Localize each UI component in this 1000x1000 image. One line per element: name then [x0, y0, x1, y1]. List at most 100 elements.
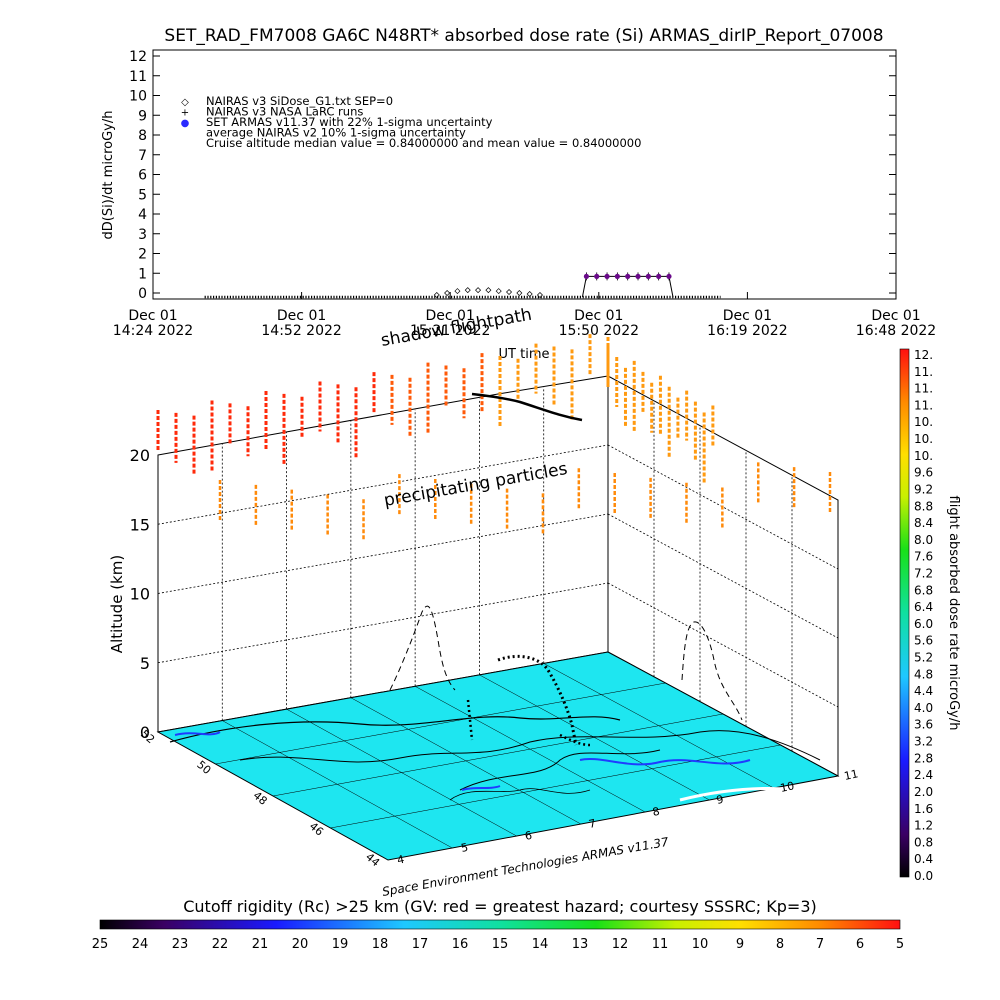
- top-y-tick-label: 7: [138, 148, 147, 164]
- top-y-tick-label: 11: [129, 69, 147, 85]
- top-x-tick-day: Dec 01: [277, 308, 326, 324]
- right-colorbar-tick-label: 12.: [914, 348, 933, 362]
- wall-altitude-gridline: [157, 444, 609, 525]
- bottom-colorbar: Cutoff rigidity (Rc) >25 km (GV: red = g…: [92, 897, 904, 952]
- lake: [461, 785, 501, 791]
- armas-point: [666, 273, 672, 280]
- right-colorbar: 12. 11. 11. 11. 10. 10. 10. 9.6 9.2 8.8 8.4 8.0 7.6 7…: [899, 348, 961, 883]
- armas-point: [604, 273, 610, 280]
- border-line: [449, 788, 591, 801]
- top-x-axis-label: UT time: [499, 347, 550, 362]
- top-x-tick-time: 16:48 2022: [856, 323, 936, 339]
- longitude-tick-label: 9: [715, 793, 725, 807]
- nairas-point: [454, 288, 461, 295]
- armas-point: [614, 273, 620, 280]
- ground-map: [156, 651, 840, 861]
- top-x-tick-day: Dec 01: [128, 308, 177, 324]
- bottom-colorbar-tick-label: 25: [92, 937, 109, 952]
- bottom-colorbar-tick-label: 18: [372, 937, 389, 952]
- legend-symbol: ●: [181, 118, 190, 129]
- flightpath-3d: [497, 654, 578, 746]
- bottom-colorbar-tick-label: 21: [252, 937, 269, 952]
- ground-gridline: [272, 713, 724, 797]
- border-line: [459, 749, 661, 791]
- legend-entry: average NAIRAS v2 10% 1-sigma uncertaint…: [206, 126, 466, 140]
- bottom-colorbar-tick-label: 12: [612, 937, 629, 952]
- right-colorbar-tick-label: 6.4: [914, 600, 933, 614]
- bottom-colorbar-tick-label: 22: [212, 937, 229, 952]
- longitude-tick-label: 8: [651, 805, 661, 819]
- bottom-colorbar-tick-label: 9: [736, 937, 744, 952]
- bottom-colorbar-label: Cutoff rigidity (Rc) >25 km (GV: red = g…: [183, 897, 817, 916]
- nairas-point: [444, 290, 451, 297]
- bottom-colorbar-tick-label: 16: [452, 937, 469, 952]
- right-colorbar-tick-label: 7.6: [914, 550, 933, 564]
- right-colorbar-tick-label: 10.: [914, 432, 933, 446]
- right-colorbar-ticks: 12. 11. 11. 11. 10. 10. 10. 9.6 9.2 8.8 8.4 8.0 7.6 7…: [914, 348, 933, 883]
- top-y-axis-label: dD(Si)/dt microGy/h: [101, 111, 116, 240]
- right-wall-gridline: [607, 444, 839, 570]
- longitude-tick-label: 4: [396, 853, 406, 867]
- right-colorbar-tick-label: 11.: [914, 382, 933, 396]
- map-features: [169, 663, 839, 849]
- top-y-tick-label: 1: [138, 266, 147, 282]
- right-colorbar-tick-label: 4.8: [914, 667, 933, 681]
- armas-point: [583, 273, 590, 280]
- flightpath-top-wall: [471, 392, 583, 422]
- right-colorbar-tick-label: 0.8: [914, 835, 933, 849]
- top-plot-frame: [152, 49, 897, 300]
- nairas-point: [526, 291, 533, 298]
- right-colorbar-tick-label: 10.: [914, 415, 933, 429]
- right-colorbar-tick-label: 5.2: [914, 651, 933, 665]
- bottom-colorbar-tick-label: 10: [692, 937, 709, 952]
- right-colorbar-tick-label: 11.: [914, 398, 933, 412]
- right-colorbar-tick-label: 8.0: [914, 533, 933, 547]
- bottom-colorbar-tick-label: 13: [572, 937, 589, 952]
- armas-point: [645, 273, 651, 280]
- legend-entry: Cruise altitude median value = 0.8400000…: [206, 136, 641, 150]
- top-y-tick-label: 6: [138, 168, 147, 184]
- chart-title: SET_RAD_FM7008 GA6C N48RT* absorbed dose…: [164, 26, 883, 46]
- legend-symbol: +: [181, 108, 189, 119]
- coastline: [169, 716, 621, 743]
- right-colorbar-tick-label: 1.6: [914, 802, 933, 816]
- right-colorbar-tick-label: 10.: [914, 449, 933, 463]
- armas-point: [625, 273, 631, 280]
- top-legend: ◇ NAIRAS v3 SiDose_G1.txt SEP=0 + NAIRAS v3…: [181, 94, 642, 150]
- top-x-tick-time: 15:50 2022: [559, 323, 639, 339]
- right-colorbar-tick-label: 3.6: [914, 718, 933, 732]
- right-colorbar-tick-label: 0.0: [914, 869, 933, 883]
- top-x-tick-time: 16:19 2022: [707, 323, 787, 339]
- right-colorbar-tick-label: 1.2: [914, 819, 933, 833]
- right-colorbar-tick-label: 8.8: [914, 499, 933, 513]
- wall-altitude-gridline: [157, 582, 609, 664]
- top-x-tick-day: Dec 01: [574, 308, 623, 324]
- bottom-colorbar-ticks: 25 24 23 22 21 20 19 18 17 16 15 14 13 12 11 10 9 8 7 6 5: [92, 937, 904, 952]
- bottom-colorbar-tick-label: 7: [816, 937, 824, 952]
- right-colorbar-tick-label: 2.8: [914, 751, 933, 765]
- flightpath-shadow-left: [389, 605, 456, 691]
- right-colorbar-tick-label: 8.4: [914, 516, 933, 530]
- right-colorbar-tick-label: 3.2: [914, 735, 933, 749]
- armas-point: [594, 273, 600, 280]
- right-colorbar-tick-label: 7.2: [914, 566, 933, 580]
- nairas-point: [475, 287, 482, 294]
- scene-3d: shadow flightpath precipitating particle…: [108, 305, 859, 899]
- particle-columns: [156, 334, 832, 540]
- top-x-tick-day: Dec 01: [426, 308, 475, 324]
- right-wall-gridline: [607, 582, 839, 708]
- top-y-tick-label: 2: [138, 247, 147, 263]
- top-x-tick-time: 14:24 2022: [113, 323, 193, 339]
- nairas-point: [433, 292, 440, 299]
- nairas-point: [506, 289, 513, 296]
- border-line: [239, 730, 821, 763]
- right-colorbar-tick-label: 6.0: [914, 617, 933, 631]
- ground-gridline: [330, 744, 781, 829]
- top-x-tick-time: 15:21 2022: [410, 323, 490, 339]
- longitude-tick-label: 7: [587, 817, 597, 831]
- legend-entry: SET ARMAS v11.37 with 22% 1-sigma uncert…: [206, 115, 493, 129]
- lake: [579, 758, 751, 766]
- right-colorbar-tick-label: 5.6: [914, 634, 933, 648]
